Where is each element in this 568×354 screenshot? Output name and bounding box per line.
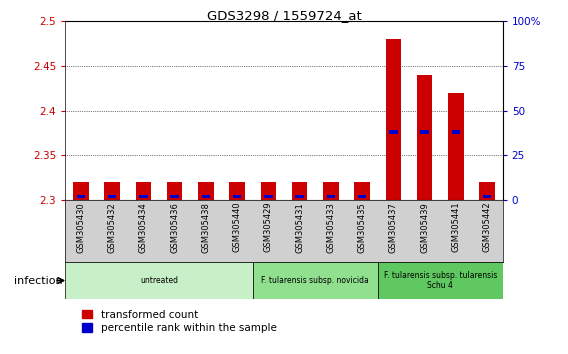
Legend: transformed count, percentile rank within the sample: transformed count, percentile rank withi… xyxy=(82,310,277,333)
Text: GDS3298 / 1559724_at: GDS3298 / 1559724_at xyxy=(207,9,361,22)
Bar xyxy=(167,182,182,200)
Bar xyxy=(327,195,335,198)
Text: GSM305441: GSM305441 xyxy=(452,202,460,252)
Bar xyxy=(229,182,245,200)
Text: GSM305434: GSM305434 xyxy=(139,202,148,253)
Bar xyxy=(417,75,432,200)
Text: GSM305440: GSM305440 xyxy=(233,202,241,252)
Text: GSM305438: GSM305438 xyxy=(202,202,210,253)
Text: GSM305431: GSM305431 xyxy=(295,202,304,253)
Bar xyxy=(253,262,378,299)
Text: GSM305432: GSM305432 xyxy=(108,202,116,253)
Text: GSM305437: GSM305437 xyxy=(389,202,398,253)
Text: GSM305429: GSM305429 xyxy=(264,202,273,252)
Bar xyxy=(386,39,401,200)
Bar xyxy=(105,182,120,200)
Bar xyxy=(202,195,210,198)
Bar xyxy=(479,182,495,200)
Bar xyxy=(354,182,370,200)
Bar xyxy=(452,130,460,134)
Text: F. tularensis subsp. tularensis
Schu 4: F. tularensis subsp. tularensis Schu 4 xyxy=(383,271,497,290)
Bar xyxy=(323,182,339,200)
Bar xyxy=(198,182,214,200)
Text: untreated: untreated xyxy=(140,276,178,285)
Text: GSM305436: GSM305436 xyxy=(170,202,179,253)
Text: GSM305430: GSM305430 xyxy=(77,202,85,253)
Text: GSM305433: GSM305433 xyxy=(327,202,335,253)
Bar xyxy=(73,182,89,200)
Bar xyxy=(264,195,273,198)
Text: infection: infection xyxy=(14,275,62,286)
Bar xyxy=(136,182,151,200)
Bar xyxy=(139,195,148,198)
Bar xyxy=(108,195,116,198)
Text: GSM305435: GSM305435 xyxy=(358,202,366,253)
Bar xyxy=(77,195,85,198)
Bar xyxy=(295,195,304,198)
Bar xyxy=(65,262,253,299)
Bar xyxy=(483,195,491,198)
Bar xyxy=(378,262,503,299)
Bar xyxy=(292,182,307,200)
Bar xyxy=(420,130,429,134)
Text: GSM305442: GSM305442 xyxy=(483,202,491,252)
Bar xyxy=(448,93,463,200)
Bar xyxy=(358,195,366,198)
Bar xyxy=(233,195,241,198)
Text: GSM305439: GSM305439 xyxy=(420,202,429,253)
Bar xyxy=(261,182,276,200)
Text: F. tularensis subsp. novicida: F. tularensis subsp. novicida xyxy=(261,276,369,285)
Bar xyxy=(389,130,398,134)
Bar xyxy=(170,195,179,198)
